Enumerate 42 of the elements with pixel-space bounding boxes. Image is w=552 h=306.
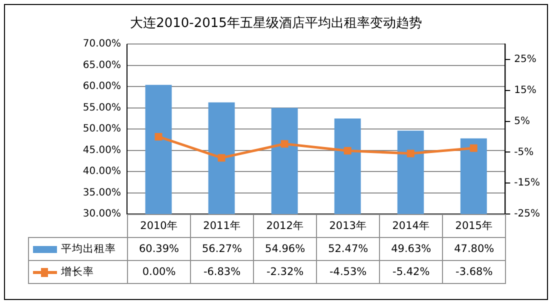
data-label: 0.00% <box>127 260 192 284</box>
x-tick-label: 2012年 <box>253 214 318 238</box>
x-tick-label: 2011年 <box>190 214 254 238</box>
y2-tick-label: -5% <box>514 146 534 158</box>
y-tick-label: 35.00% <box>82 187 121 198</box>
y-tick-label: 45.00% <box>82 144 121 156</box>
y-tick-label: 55.00% <box>82 102 121 114</box>
y-tick-label: 40.00% <box>82 166 121 178</box>
data-label: -2.32% <box>253 260 318 284</box>
point <box>406 150 414 158</box>
x-tick-label: 2010年 <box>127 214 192 238</box>
point <box>344 147 352 154</box>
data-label: -6.83% <box>190 260 254 284</box>
point <box>280 140 288 148</box>
y2-tick-label: -15% <box>514 178 540 189</box>
point <box>470 144 478 152</box>
data-label: -5.42% <box>379 260 444 284</box>
data-label: 60.39% <box>127 237 192 261</box>
legend-label: 增长率 <box>61 265 94 279</box>
data-label: -3.68% <box>442 260 506 284</box>
point <box>218 154 226 162</box>
chart-title: 大连2010-2015年五星级酒店平均出租率变动趋势 <box>129 15 423 32</box>
data-label: 54.96% <box>253 237 318 261</box>
y-tick-label: 30.00% <box>82 208 121 220</box>
y2-tick-label: 15% <box>514 84 536 96</box>
x-tick-label: 2013年 <box>316 214 380 238</box>
x-tick-label: 2015年 <box>442 214 506 238</box>
y-tick-label: 65.00% <box>82 60 121 71</box>
legend-label: 平均出租率 <box>61 242 116 256</box>
data-label: 52.47% <box>316 237 380 261</box>
data-label: -4.53% <box>316 260 380 284</box>
y2-tick-label: 25% <box>514 54 536 66</box>
y2-tick-label: -25% <box>514 208 540 220</box>
y-tick-label: 50.00% <box>82 124 121 135</box>
y-tick-label: 60.00% <box>82 81 121 92</box>
data-label: 47.80% <box>442 237 506 261</box>
y2-tick-label: 5% <box>514 116 530 127</box>
data-label: 49.63% <box>379 237 444 261</box>
point <box>154 133 162 140</box>
x-tick-label: 2014年 <box>379 214 444 238</box>
data-label: 56.27% <box>190 237 254 261</box>
y-tick-label: 70.00% <box>82 38 121 50</box>
